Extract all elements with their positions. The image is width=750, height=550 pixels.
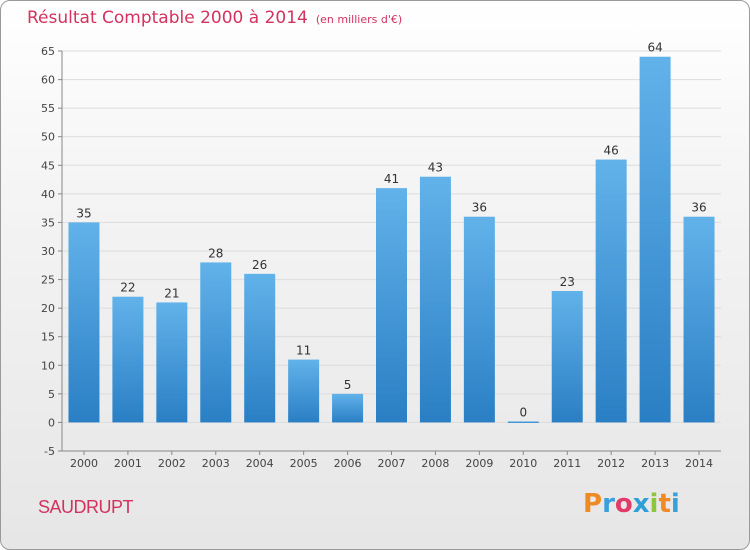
y-tick-labels: -5 0 5 10 15 20 25 30 35 40 45 50 55 60 65 [41,45,55,458]
bar-2008 [419,176,451,423]
data-label-2013: 64 [647,41,662,55]
bar-2009 [463,216,495,423]
bar-2011 [551,291,583,423]
x-tick-label-2007: 2007 [378,457,406,470]
x-tick-label-2005: 2005 [290,457,318,470]
data-label-2014: 36 [691,201,706,215]
y-tick-label: 50 [41,131,55,144]
commune-name: SAUDRUPT [38,497,134,517]
data-label-2007: 41 [384,172,399,186]
logo-letter: t [658,489,671,519]
y-tick-label: 10 [41,359,55,372]
data-label-2009: 36 [472,201,487,215]
data-label-2001: 22 [120,281,135,295]
x-tick-label-2000: 2000 [70,457,98,470]
bar-2005 [288,359,320,423]
y-tick-label: 60 [41,74,55,87]
y-tick-label: 25 [41,274,55,287]
x-tick-label-2012: 2012 [597,457,625,470]
logo-letter: i [649,489,659,519]
data-label-2003: 28 [208,246,223,260]
chart-title: Résultat Comptable 2000 à 2014 (en millie… [27,8,402,28]
logo-letter: r [602,489,615,519]
title-text: Résultat Comptable 2000 à 2014 [27,8,308,28]
logo-letter: i [670,489,680,519]
data-label-2002: 21 [164,286,179,300]
x-tick-label-2011: 2011 [553,457,581,470]
y-tick-label: 15 [41,331,55,344]
y-tick-label: 35 [41,216,55,229]
data-label-2010: 0 [519,405,527,419]
y-tick-label: 55 [41,102,55,115]
data-label-2005: 11 [296,344,311,358]
bar-2012 [595,159,627,423]
bar-2001 [112,296,144,423]
bar-2010 [507,421,539,423]
y-tick-label: 20 [41,302,55,315]
data-label-2008: 43 [428,161,443,175]
data-label-2006: 5 [344,378,352,392]
bar-2014 [683,216,715,423]
y-tick-label: -5 [44,445,55,458]
x-tick-label-2014: 2014 [685,457,713,470]
data-label-2011: 23 [560,275,575,289]
x-tick-labels: 2000 2001 2002 2003 2004 2005 2006 2007 2008 2009… [70,451,713,470]
y-tick-label: 45 [41,159,55,172]
y-tick-label: 30 [41,245,55,258]
x-tick-label-2006: 2006 [334,457,362,470]
bar-2000 [68,222,100,423]
bar-2002 [156,302,188,423]
x-tick-label-2004: 2004 [246,457,274,470]
x-tick-label-2010: 2010 [509,457,537,470]
bar-2003 [200,262,232,423]
x-tick-label-2002: 2002 [158,457,186,470]
y-tick-label: 5 [48,388,55,401]
logo-letter: P [583,489,603,519]
y-tick-label: 65 [41,45,55,58]
data-label-2000: 35 [76,206,91,220]
logo-letter: x [632,489,650,519]
bar-2004 [244,273,276,423]
data-label-2004: 26 [252,258,267,272]
y-tick-label: 40 [41,188,55,201]
bar-2013 [639,56,671,423]
x-tick-label-2013: 2013 [641,457,669,470]
y-tick-label: 0 [48,416,55,429]
bar-2007 [376,188,407,423]
x-tick-label-2003: 2003 [202,457,230,470]
proxiti-logo: Proxiti [583,489,680,519]
bars [68,56,715,423]
x-tick-label-2001: 2001 [114,457,142,470]
data-labels: 35 22 21 28 26 11 5 41 43 36 0 23 46 64 36 [76,41,706,420]
title-unit: (en milliers d'€) [315,13,403,26]
data-label-2012: 46 [604,144,619,158]
bar-2006 [332,393,364,423]
x-tick-label-2008: 2008 [421,457,449,470]
x-tick-label-2009: 2009 [465,457,493,470]
logo-letter: o [614,489,633,519]
